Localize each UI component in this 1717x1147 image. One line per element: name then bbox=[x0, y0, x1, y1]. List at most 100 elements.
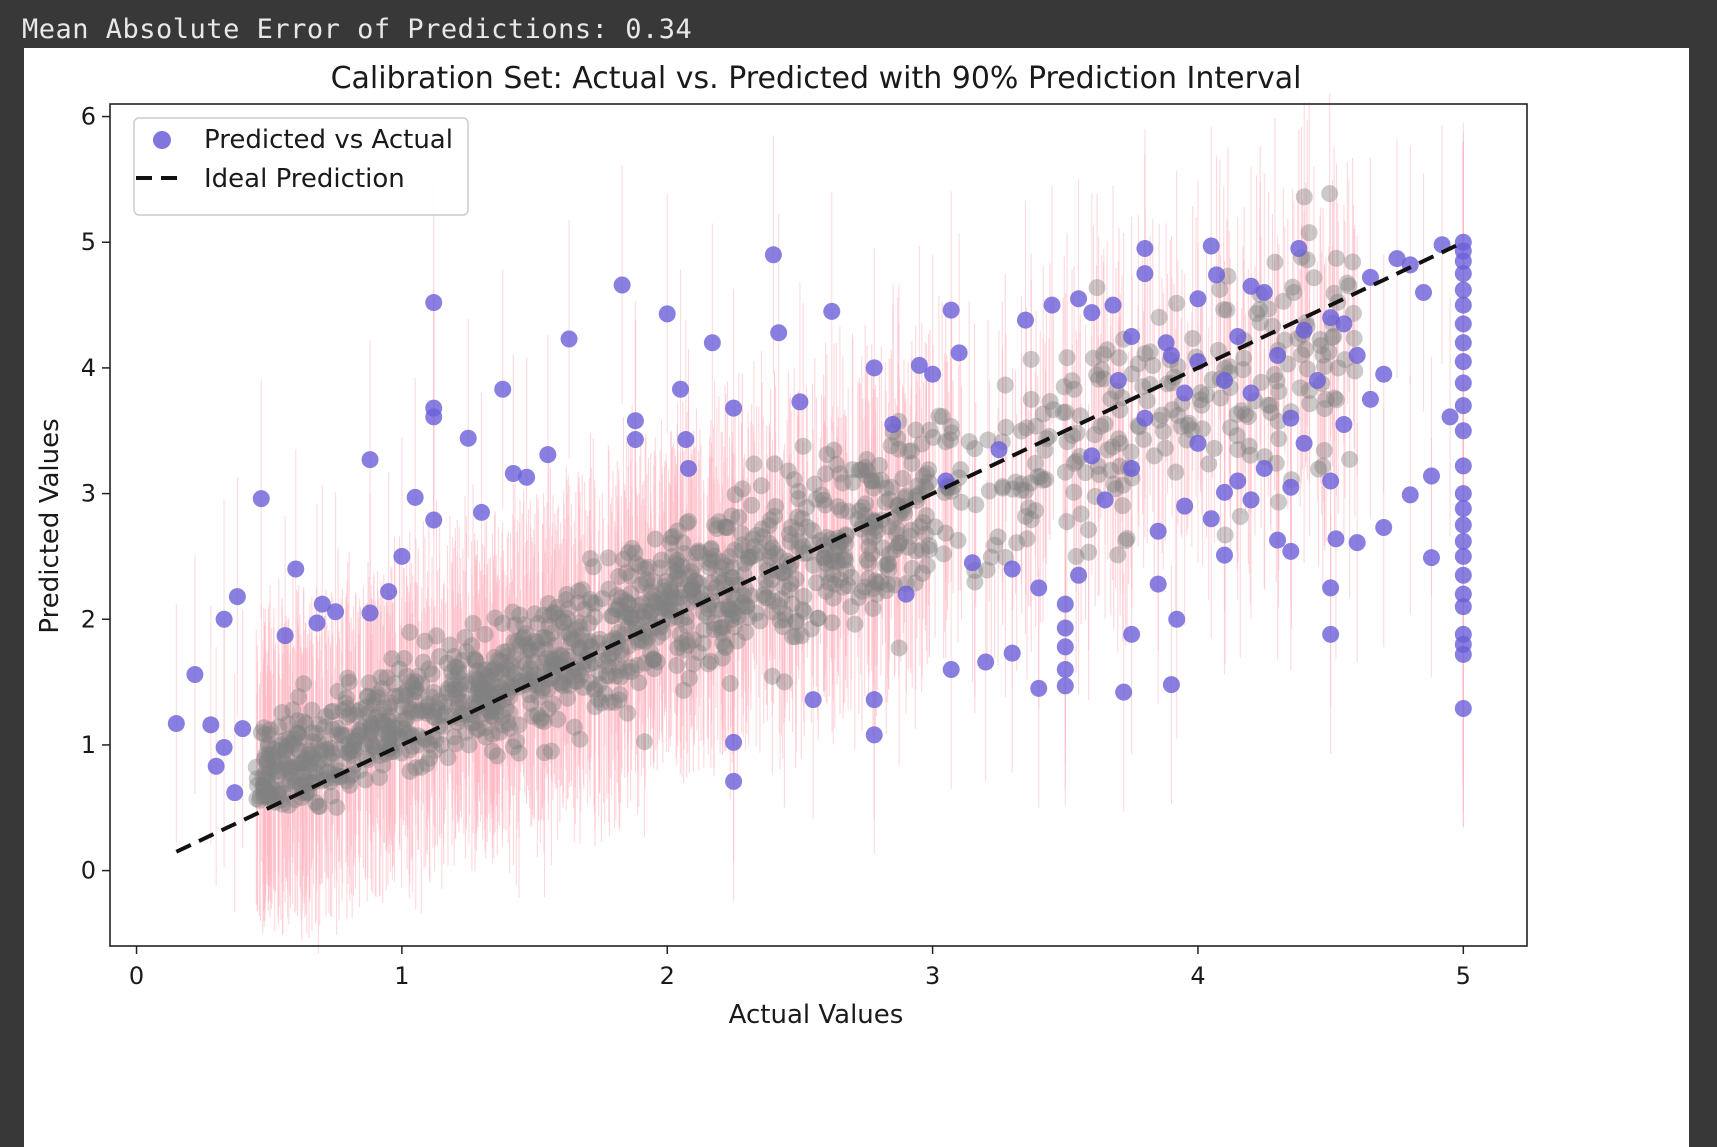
cloud-point bbox=[1063, 372, 1081, 390]
cloud-point bbox=[399, 698, 417, 716]
cloud-point bbox=[1211, 280, 1229, 298]
cloud-point bbox=[783, 595, 801, 613]
cloud-point bbox=[1284, 278, 1302, 296]
cloud-point bbox=[570, 614, 588, 632]
cloud-point bbox=[1169, 406, 1187, 424]
cloud-point bbox=[1109, 546, 1127, 564]
cloud-point bbox=[642, 603, 660, 621]
cloud-point bbox=[365, 695, 383, 713]
cloud-point bbox=[775, 578, 793, 596]
cloud-point bbox=[607, 600, 625, 618]
cloud-point bbox=[289, 712, 307, 730]
cloud-point bbox=[640, 609, 658, 627]
cloud-point bbox=[1031, 468, 1049, 486]
cloud-point bbox=[638, 571, 656, 589]
cloud-point bbox=[1036, 441, 1054, 459]
cloud-point bbox=[1311, 330, 1329, 348]
data-point bbox=[1308, 371, 1326, 389]
cloud-point bbox=[350, 727, 368, 745]
cloud-point bbox=[255, 787, 273, 805]
cloud-point bbox=[802, 620, 820, 638]
cloud-point bbox=[1017, 482, 1035, 500]
cloud-point bbox=[757, 571, 775, 589]
cloud-point bbox=[1044, 401, 1062, 419]
cloud-point bbox=[258, 752, 276, 770]
data-point bbox=[725, 733, 743, 751]
cloud-point bbox=[616, 608, 634, 626]
data-point bbox=[1454, 233, 1472, 251]
cloud-point bbox=[780, 558, 798, 576]
cloud-point bbox=[248, 769, 266, 787]
cloud-point bbox=[294, 764, 312, 782]
cloud-point bbox=[572, 642, 590, 660]
data-point bbox=[504, 464, 522, 482]
data-point bbox=[1361, 268, 1379, 286]
cloud-point bbox=[406, 683, 424, 701]
cloud-point bbox=[907, 542, 925, 560]
cloud-point bbox=[635, 608, 653, 626]
cloud-point bbox=[1259, 396, 1277, 414]
cloud-point bbox=[586, 595, 604, 613]
cloud-point bbox=[767, 545, 785, 563]
cloud-point bbox=[302, 745, 320, 763]
point-cloud-layer bbox=[247, 185, 1364, 816]
cloud-point bbox=[501, 662, 519, 680]
cloud-point bbox=[435, 693, 453, 711]
cloud-point bbox=[742, 548, 760, 566]
cloud-point bbox=[570, 582, 588, 600]
cloud-point bbox=[260, 726, 278, 744]
cloud-point bbox=[930, 407, 948, 425]
cloud-point bbox=[813, 486, 831, 504]
cloud-point bbox=[261, 785, 279, 803]
cloud-point bbox=[1341, 450, 1359, 468]
chart-figure: Calibration Set: Actual vs. Predicted wi… bbox=[24, 48, 1689, 1147]
cloud-point bbox=[600, 647, 618, 665]
cloud-point bbox=[304, 748, 322, 766]
cloud-point bbox=[1327, 249, 1345, 267]
cloud-point bbox=[297, 772, 315, 790]
cloud-point bbox=[593, 590, 611, 608]
cloud-point bbox=[1228, 427, 1246, 445]
cloud-point bbox=[758, 578, 776, 596]
cloud-point bbox=[391, 660, 409, 678]
cloud-point bbox=[610, 661, 628, 679]
cloud-point bbox=[830, 538, 848, 556]
cloud-point bbox=[662, 580, 680, 598]
cloud-point bbox=[686, 572, 704, 590]
cloud-point bbox=[571, 639, 589, 657]
cloud-point bbox=[419, 695, 437, 713]
cloud-point bbox=[794, 437, 812, 455]
cloud-point bbox=[942, 418, 960, 436]
cloud-point bbox=[653, 600, 671, 618]
cloud-point bbox=[1295, 188, 1313, 206]
cloud-point bbox=[291, 742, 309, 760]
cloud-point bbox=[1276, 331, 1294, 349]
cloud-point bbox=[1231, 507, 1249, 525]
data-point bbox=[234, 720, 252, 738]
cloud-point bbox=[604, 607, 622, 625]
cloud-point bbox=[1192, 391, 1210, 409]
cloud-point bbox=[310, 715, 328, 733]
cloud-point bbox=[1105, 475, 1123, 493]
cloud-point bbox=[866, 519, 884, 537]
cloud-point bbox=[454, 651, 472, 669]
cloud-point bbox=[607, 667, 625, 685]
cloud-point bbox=[351, 701, 369, 719]
cloud-point bbox=[510, 744, 528, 762]
cloud-point bbox=[417, 731, 435, 749]
cloud-point bbox=[565, 631, 583, 649]
data-point bbox=[1282, 409, 1300, 427]
cloud-point bbox=[464, 615, 482, 633]
cloud-point bbox=[849, 510, 867, 528]
cloud-point bbox=[418, 755, 436, 773]
cloud-point bbox=[684, 579, 702, 597]
cloud-point bbox=[281, 771, 299, 789]
data-point bbox=[1327, 530, 1345, 548]
cloud-point bbox=[346, 731, 364, 749]
data-point bbox=[1104, 296, 1122, 314]
cloud-point bbox=[1058, 513, 1076, 531]
cloud-point bbox=[882, 437, 900, 455]
cloud-point bbox=[451, 681, 469, 699]
cloud-point bbox=[716, 518, 734, 536]
cloud-point bbox=[289, 758, 307, 776]
